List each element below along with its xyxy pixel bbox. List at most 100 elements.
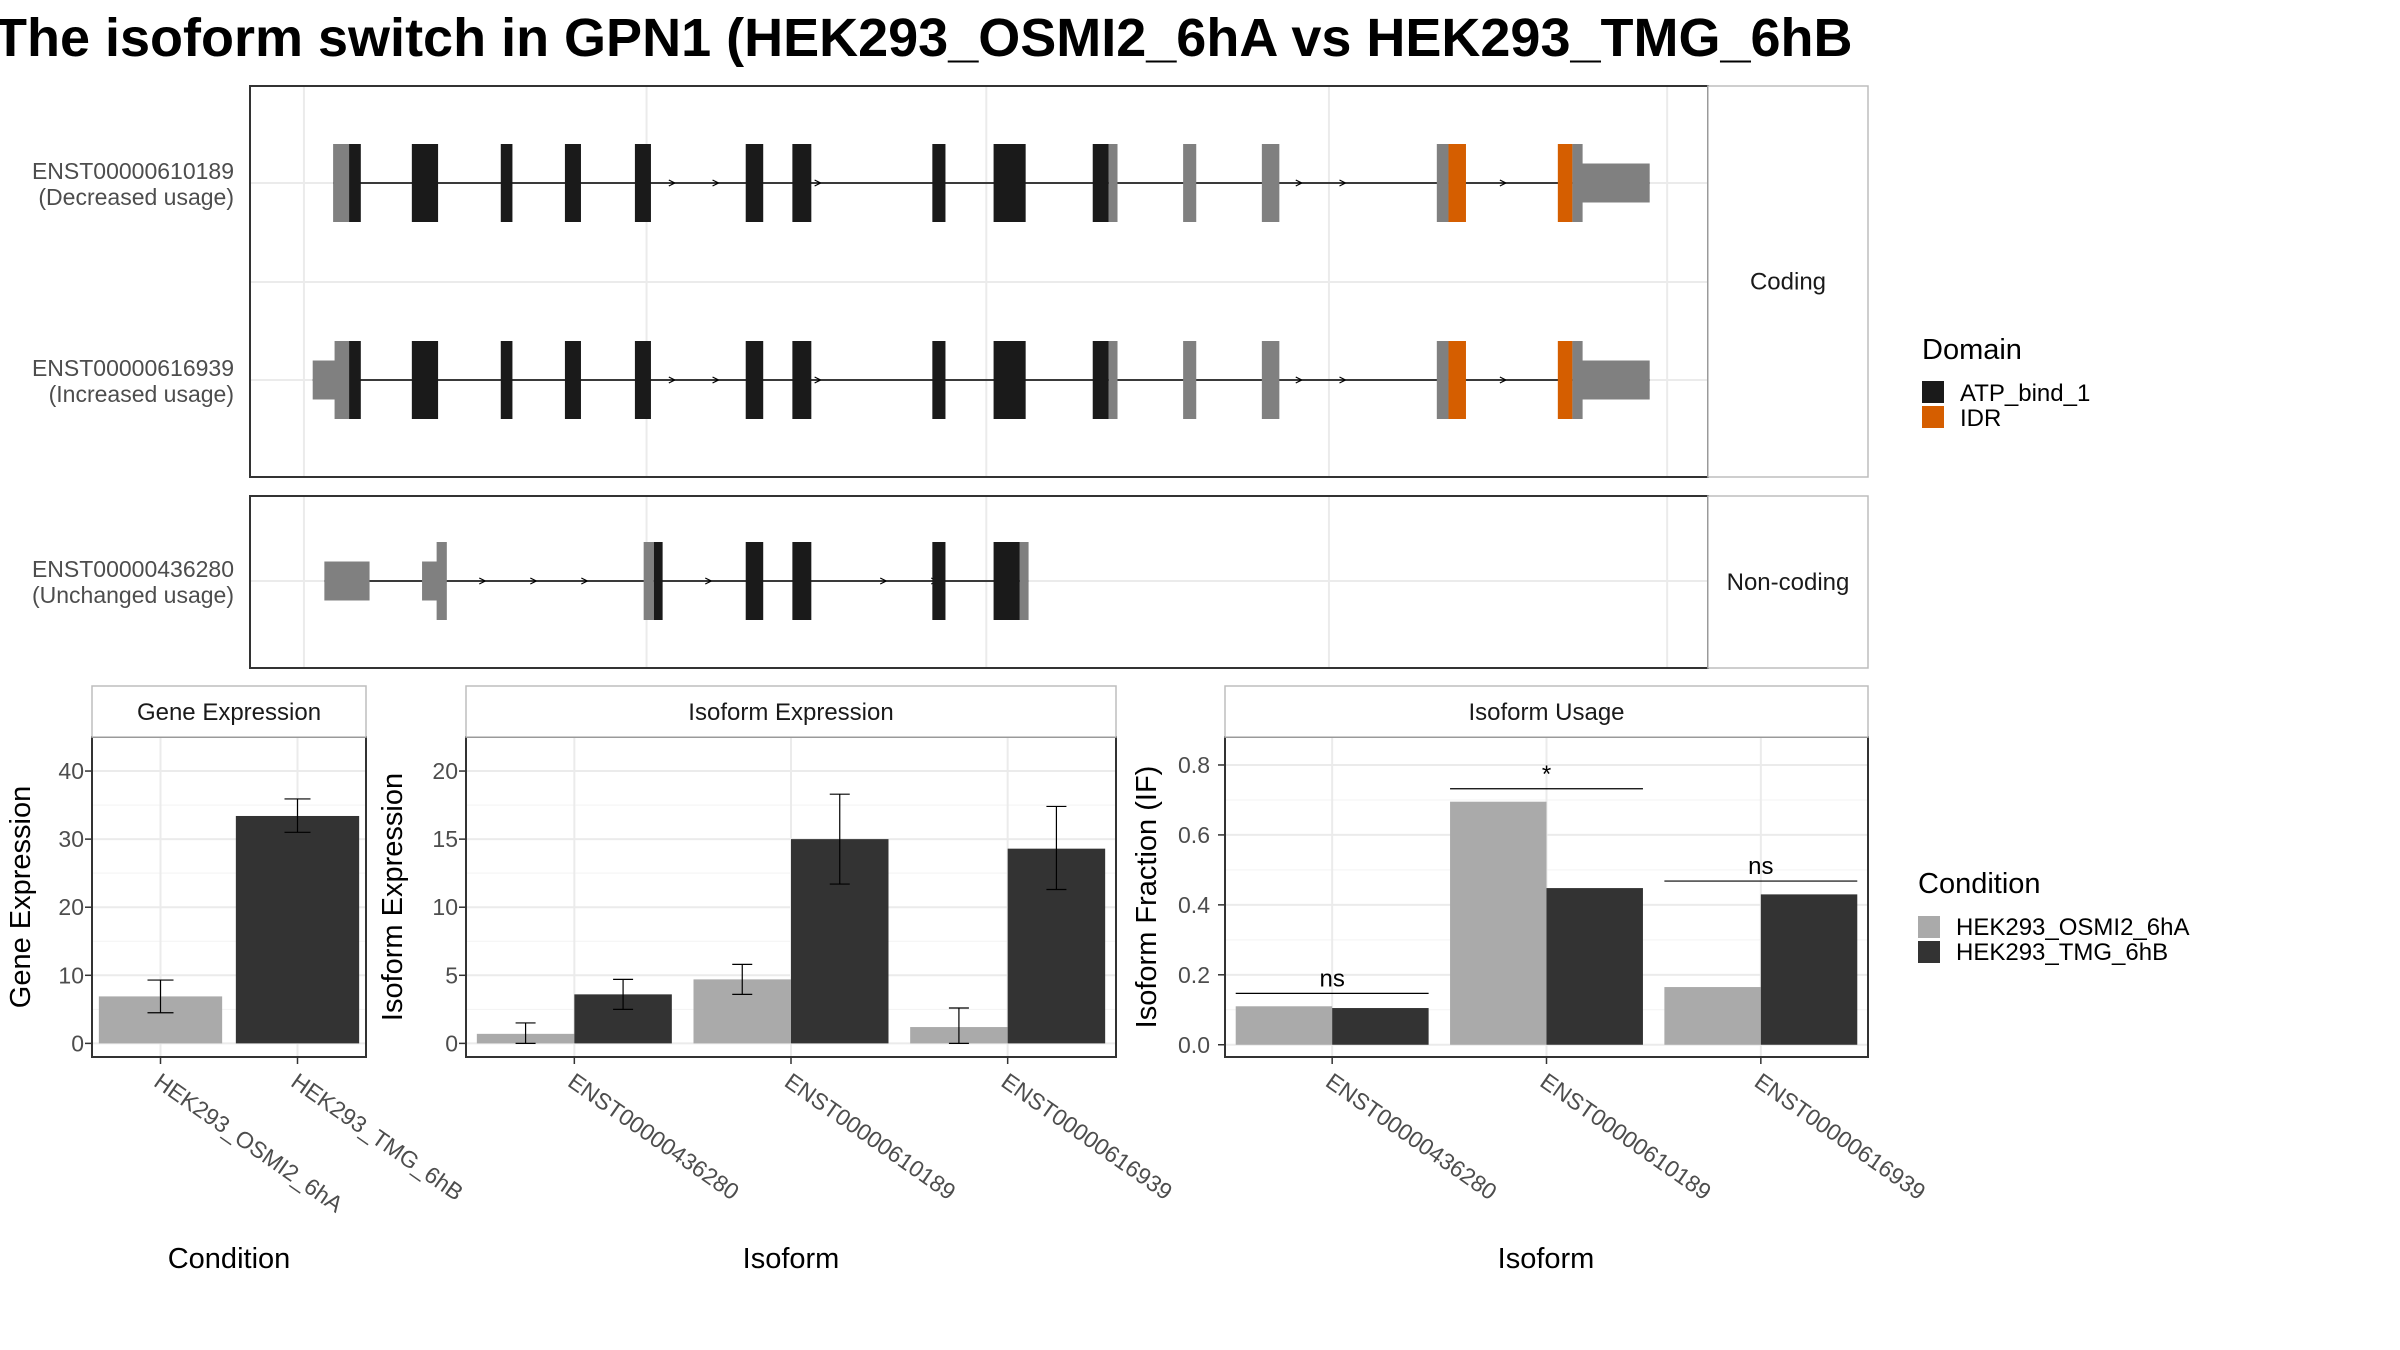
transcript-usage-label: (Decreased usage) (38, 184, 234, 210)
intron-arrow (530, 577, 538, 585)
domain-legend-title: Domain (1922, 334, 2022, 366)
x-tick-label: ENST00000436280 (1321, 1068, 1501, 1205)
y-tick-label: 0.2 (1178, 962, 1210, 988)
bar (1332, 1008, 1429, 1045)
intron-arrow (814, 179, 822, 187)
exon-atp (993, 144, 1026, 222)
exon-utr (1576, 163, 1650, 203)
transcript-id-label: ENST00000616939 (32, 355, 234, 381)
transcript-usage-label: (Increased usage) (49, 381, 234, 407)
condition-legend-label-a: HEK293_OSMI2_6hA (1956, 914, 2189, 941)
exon-atp (349, 341, 361, 419)
figure-title: The isoform switch in GPN1 (HEK293_OSMI2… (0, 8, 1853, 68)
exon-utr (1183, 341, 1197, 419)
exon-idr (1448, 144, 1466, 222)
exon-atp (993, 341, 1026, 419)
condition-legend-swatch-a (1918, 916, 1940, 938)
intron-arrow (712, 179, 720, 187)
exon-utr (1183, 144, 1197, 222)
intron-arrow (1499, 179, 1508, 187)
exon-utr (1108, 341, 1118, 419)
bar (1664, 987, 1761, 1045)
x-tick-label: ENST00000616939 (997, 1068, 1177, 1205)
facet-strip-label: Isoform Expression (688, 699, 893, 726)
intron-arrow (1339, 376, 1347, 384)
condition-legend-title: Condition (1918, 868, 2041, 900)
exon-utr (1019, 542, 1029, 620)
exon-idr (1448, 341, 1466, 419)
exon-atp (745, 341, 764, 419)
exon-utr (1261, 144, 1280, 222)
intron-arrow (581, 577, 589, 585)
significance-label: ns (1748, 853, 1773, 880)
condition-legend-label-b: HEK293_TMG_6hB (1956, 939, 2168, 966)
exon-atp (411, 341, 439, 419)
y-tick-label: 20 (432, 758, 458, 784)
intron-arrow (668, 376, 677, 384)
y-tick-label: 20 (58, 894, 84, 920)
exon-atp (1092, 341, 1109, 419)
facet-strip (91, 685, 367, 738)
x-tick-label: ENST00000616939 (1750, 1068, 1930, 1205)
intron-arrow (1499, 376, 1508, 384)
intron-arrow (479, 577, 487, 585)
y-tick-label: 5 (445, 962, 458, 988)
significance-label: * (1542, 761, 1551, 788)
y-tick-label: 10 (58, 962, 84, 988)
bar (1450, 801, 1547, 1045)
exon-utr (436, 542, 447, 620)
facet-strip (1707, 85, 1869, 478)
x-tick-label: ENST00000610189 (1536, 1068, 1716, 1205)
facet-strip-label: Gene Expression (137, 699, 321, 726)
significance-label: ns (1319, 965, 1344, 992)
y-tick-label: 30 (58, 826, 84, 852)
exon-atp (564, 341, 581, 419)
exon-utr (1108, 144, 1118, 222)
exon-utr (1576, 360, 1650, 400)
facet-strip-label: Coding (1750, 269, 1826, 296)
intron-arrow (668, 179, 677, 187)
facet-strip-label: Non-coding (1727, 569, 1850, 596)
y-tick-label: 10 (432, 894, 458, 920)
condition-legend: Condition HEK293_OSMI2_6hA HEK293_TMG_6h… (1918, 868, 2189, 966)
exon-atp (993, 542, 1020, 620)
exon-utr (1261, 341, 1280, 419)
y-axis-title: Gene Expression (5, 786, 37, 1008)
facet-strip (1224, 685, 1869, 738)
exon-utr (1436, 341, 1449, 419)
domain-legend: Domain ATP_bind_1 IDR (1922, 334, 2090, 432)
transcript-id-label: ENST00000610189 (32, 158, 234, 184)
x-axis-title: Isoform (1498, 1243, 1595, 1275)
exon-atp (634, 144, 651, 222)
bar-charts: Gene Expression010203040HEK293_OSMI2_6hA… (5, 685, 1930, 1275)
exon-utr (643, 542, 654, 620)
exon-atp (564, 144, 581, 222)
domain-legend-swatch-atp (1922, 381, 1944, 403)
exon-atp (1092, 144, 1109, 222)
intron-arrow (1295, 179, 1304, 187)
exon-atp (745, 542, 764, 620)
transcript-structure-plot: ENST00000610189(Decreased usage) ENST0000… (32, 85, 1869, 669)
domain-legend-label-idr: IDR (1960, 405, 2001, 432)
y-tick-label: 0 (71, 1030, 84, 1056)
condition-legend-swatch-b (1918, 941, 1940, 963)
exon-atp (634, 341, 651, 419)
exon-atp (932, 144, 946, 222)
exon-atp (792, 144, 812, 222)
x-axis-title: Condition (168, 1243, 291, 1275)
exon-atp (500, 144, 513, 222)
exon-atp (792, 542, 812, 620)
bar (235, 815, 360, 1044)
exon-idr (1557, 341, 1573, 419)
y-tick-label: 15 (432, 826, 458, 852)
intron-arrow (705, 577, 713, 585)
y-tick-label: 0.8 (1178, 752, 1210, 778)
exon-atp (411, 144, 439, 222)
domain-legend-label-atp: ATP_bind_1 (1960, 380, 2090, 407)
transcript-id-label: ENST00000436280 (32, 556, 234, 582)
exon-utr (1436, 144, 1449, 222)
bar (1235, 1006, 1333, 1045)
intron-arrow (1339, 179, 1347, 187)
x-tick-label: ENST00000610189 (780, 1068, 960, 1205)
